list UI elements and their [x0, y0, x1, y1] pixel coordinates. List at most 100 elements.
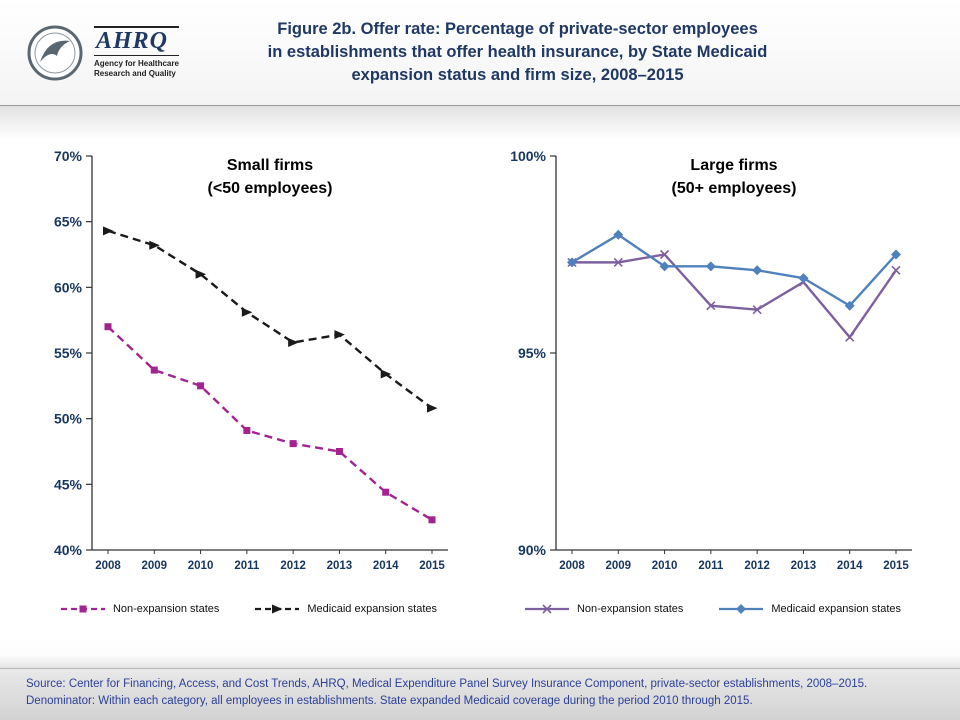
x-tick-label: 2010 — [652, 560, 678, 572]
series-line — [572, 253, 897, 340]
diamond-marker-icon — [752, 265, 763, 276]
large-firms-chart: 90% 95% 100% 2008 2009 2010 2011 2012 2013 2014 20… — [496, 142, 928, 594]
diamond-marker-icon — [567, 257, 577, 268]
x-tick-label: 2012 — [744, 560, 770, 572]
y-tick-label: 95% — [518, 345, 547, 361]
x-tick-label: 2009 — [605, 560, 631, 572]
y-tick-label: 100% — [510, 148, 546, 164]
x-tick-label: 2008 — [95, 560, 121, 572]
x-marker-icon — [845, 332, 855, 342]
diamond-marker-icon — [613, 229, 624, 240]
legend-label: Non-expansion states — [576, 603, 684, 615]
series-non-expansion-states — [567, 249, 901, 342]
large-firms-panel: Large firms (50+ employees) 90% 95% 100% 20… — [496, 142, 928, 616]
square-marker-icon — [428, 516, 436, 524]
square-marker-icon — [104, 323, 112, 331]
x-tick-label: 2014 — [837, 560, 863, 572]
expansion-line-swatch-icon — [255, 604, 300, 614]
x-marker-icon — [542, 604, 552, 614]
x-tick-label: 2009 — [141, 560, 167, 572]
y-tick-label: 70% — [54, 148, 83, 164]
header: AHRQ Agency for Healthcare Research and … — [0, 0, 960, 106]
series-line — [107, 325, 433, 521]
triangle-marker-icon — [149, 240, 160, 250]
x-tick-label: 2008 — [559, 560, 585, 572]
source-line: Source: Center for Financing, Access, an… — [26, 678, 868, 690]
x-tick-label: 2010 — [188, 560, 214, 572]
series-non-expansion-states — [104, 323, 436, 524]
triangle-marker-icon — [288, 337, 299, 347]
diamond-marker-icon — [798, 273, 809, 284]
hhs-seal-logo — [27, 25, 83, 80]
figure-title-line1: Figure 2b. Offer rate: Percentage of pri… — [277, 19, 758, 38]
footer: Source: Center for Financing, Access, an… — [0, 668, 960, 720]
square-marker-icon — [197, 382, 205, 390]
x-marker-icon — [891, 265, 901, 275]
diamond-marker-icon — [736, 604, 747, 614]
nonexpansion-line-swatch-icon — [524, 604, 569, 614]
series-medicaid-expansion-states — [567, 229, 901, 311]
legend-item: Medicaid expansion states — [717, 602, 901, 616]
legend-item: Non-expansion states — [523, 602, 683, 616]
charts-area: Small firms (<50 employees) 40% 45% 50% 55%… — [0, 140, 960, 616]
ahrq-tagline-line1: Agency for Healthcare — [94, 59, 179, 68]
x-tick-label: 2015 — [883, 560, 909, 572]
small-firms-legend: Non-expansion states Medicaid expansion … — [32, 602, 464, 616]
figure-title-line2: in establishments that offer health insu… — [267, 42, 768, 61]
x-marker-icon — [613, 257, 623, 267]
x-marker-icon — [752, 305, 762, 315]
logo-group: AHRQ Agency for Healthcare Research and … — [26, 24, 221, 82]
figure-title: Figure 2b. Offer rate: Percentage of pri… — [221, 18, 934, 87]
triangle-marker-icon — [195, 269, 207, 279]
x-tick-label: 2011 — [698, 560, 724, 572]
x-marker-icon — [706, 301, 716, 311]
triangle-marker-icon — [427, 403, 438, 413]
ahrq-tagline: Agency for Healthcare Research and Quali… — [94, 59, 179, 79]
diamond-marker-icon — [891, 249, 901, 260]
small-firms-chart: 40% 45% 50% 55% 60% 65% 70% 2008 2009 2010 2011 201… — [32, 142, 464, 594]
ahrq-logo: AHRQ Agency for Healthcare Research and … — [94, 26, 179, 79]
series-line — [107, 229, 433, 410]
y-tick-label: 55% — [54, 345, 83, 361]
y-tick-label: 90% — [518, 542, 547, 558]
axes: 40% 45% 50% 55% 60% 65% 70% 2008 2009 2010 2011 201… — [54, 148, 448, 572]
series-medicaid-expansion-states — [103, 226, 438, 413]
eagle-icon — [40, 40, 70, 62]
x-tick-label: 2012 — [280, 560, 306, 572]
legend-label: Medicaid expansion states — [771, 603, 902, 615]
triangle-marker-icon — [334, 330, 345, 340]
small-firms-panel: Small firms (<50 employees) 40% 45% 50% 55%… — [32, 142, 464, 616]
x-tick-label: 2015 — [419, 560, 445, 572]
triangle-marker-icon — [272, 604, 283, 614]
footer-gradient-band — [0, 654, 960, 668]
square-marker-icon — [289, 440, 297, 448]
diamond-marker-icon — [659, 261, 670, 272]
y-tick-label: 60% — [54, 279, 83, 295]
large-firms-plot: 90% 95% 100% 2008 2009 2010 2011 2012 2013 2014 20… — [510, 148, 912, 572]
legend-item: Non-expansion states — [59, 602, 219, 616]
expansion-line-swatch-icon — [719, 604, 764, 614]
triangle-marker-icon — [103, 226, 114, 236]
y-tick-label: 45% — [54, 476, 83, 492]
series-line — [571, 233, 897, 308]
square-marker-icon — [382, 488, 390, 496]
y-tick-label: 50% — [54, 411, 83, 427]
square-marker-icon — [243, 426, 251, 434]
legend-item: Medicaid expansion states — [253, 602, 437, 616]
figure-title-line3: expansion status and firm size, 2008–201… — [351, 66, 684, 85]
diamond-marker-icon — [844, 300, 855, 311]
x-tick-label: 2013 — [791, 560, 817, 572]
y-tick-label: 40% — [54, 542, 83, 558]
small-firms-plot: 40% 45% 50% 55% 60% 65% 70% 2008 2009 2010 2011 201… — [54, 148, 448, 572]
x-tick-label: 2013 — [327, 560, 353, 572]
x-tick-label: 2011 — [234, 560, 260, 572]
ahrq-tagline-line2: Research and Quality — [94, 69, 176, 78]
axes: 90% 95% 100% 2008 2009 2010 2011 2012 2013 2014 20… — [510, 148, 912, 572]
header-gradient-band — [0, 106, 960, 140]
x-tick-label: 2014 — [373, 560, 399, 572]
y-tick-label: 65% — [54, 214, 83, 230]
square-marker-icon — [335, 448, 343, 455]
legend-label: Medicaid expansion states — [307, 603, 438, 615]
triangle-marker-icon — [380, 369, 392, 379]
